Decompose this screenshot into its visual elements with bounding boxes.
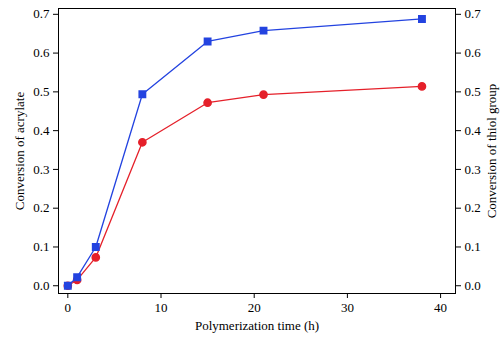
svg-text:Conversion of thiol group: Conversion of thiol group: [484, 84, 499, 219]
svg-text:0.4: 0.4: [465, 123, 482, 138]
svg-text:10: 10: [155, 300, 168, 315]
svg-text:Polymerization time (h): Polymerization time (h): [195, 318, 319, 333]
svg-text:0.1: 0.1: [465, 239, 481, 254]
svg-text:0.7: 0.7: [465, 6, 482, 21]
svg-text:0.6: 0.6: [33, 45, 50, 60]
svg-text:0.2: 0.2: [465, 200, 481, 215]
svg-text:0.5: 0.5: [33, 84, 49, 99]
svg-text:0.5: 0.5: [465, 84, 481, 99]
svg-text:Conversion of acrylate: Conversion of acrylate: [12, 92, 27, 211]
svg-text:0.2: 0.2: [33, 200, 49, 215]
svg-text:0.0: 0.0: [465, 278, 481, 293]
svg-text:0: 0: [65, 300, 72, 315]
svg-text:0.3: 0.3: [33, 162, 49, 177]
svg-text:0.0: 0.0: [33, 278, 49, 293]
svg-text:20: 20: [248, 300, 261, 315]
svg-text:0.6: 0.6: [465, 45, 482, 60]
svg-text:0.3: 0.3: [465, 162, 481, 177]
svg-text:30: 30: [341, 300, 354, 315]
svg-text:40: 40: [434, 300, 447, 315]
svg-text:0.7: 0.7: [33, 6, 50, 21]
svg-text:0.4: 0.4: [33, 123, 50, 138]
svg-text:0.1: 0.1: [33, 239, 49, 254]
